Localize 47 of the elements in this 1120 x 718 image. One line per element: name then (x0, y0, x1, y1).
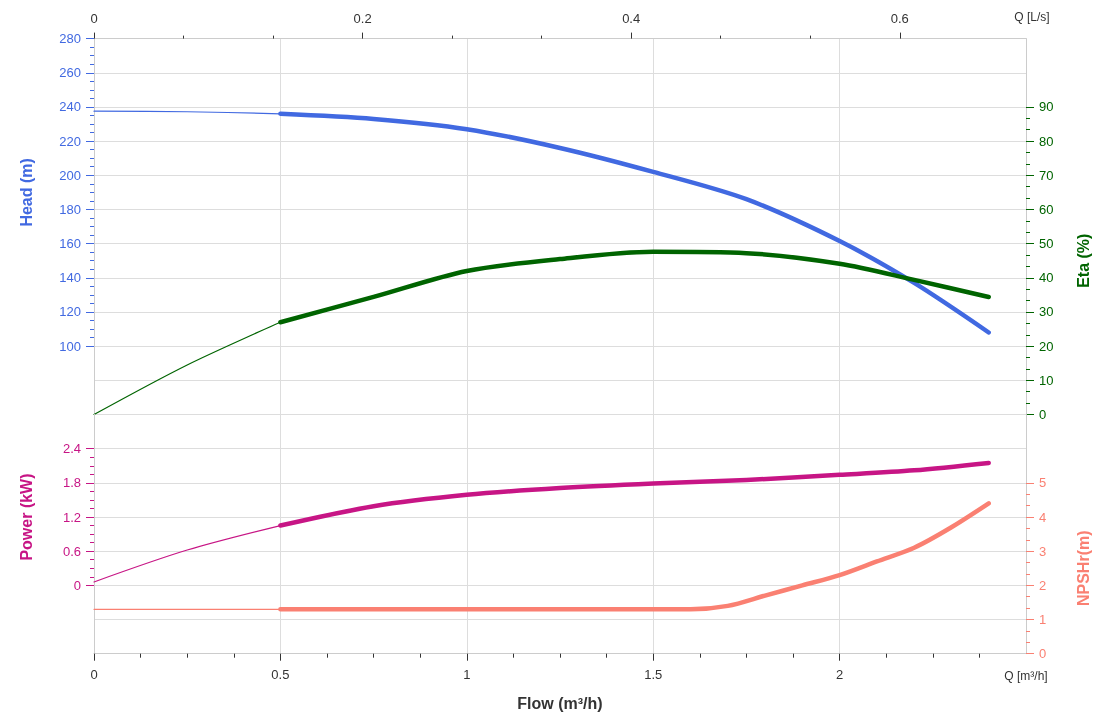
y-tick-label: 220 (59, 133, 81, 149)
x2-tick-label: 0.4 (622, 10, 641, 26)
x-tick-label: 1.5 (644, 666, 663, 682)
y2-tick-label: 70 (1039, 167, 1054, 183)
y2-tick-label: 3 (1039, 543, 1047, 559)
y2-tick-label: 20 (1039, 338, 1054, 354)
x-tick-label: 1 (463, 666, 471, 682)
y-tick-label: 120 (59, 304, 81, 320)
x2-tick-label: 0.6 (890, 10, 909, 26)
y2-axis-title: Eta (%) (1074, 233, 1092, 288)
y2-tick-label: 2 (1039, 577, 1047, 593)
x-tick-label: 2 (835, 666, 844, 682)
x2-tick-label: 0.2 (353, 10, 372, 26)
y-tick-label: 0 (73, 577, 81, 593)
x-tick-label: 0.5 (271, 666, 290, 682)
x2-axis-title: Q [L/s] (1014, 9, 1050, 24)
y2-tick-label: 1 (1039, 612, 1047, 628)
y2-tick-label: 0 (1039, 646, 1047, 662)
y-axis-title: Head (m) (17, 158, 35, 227)
x-axis-title: Flow (m³/h) (517, 695, 603, 713)
y2-tick-label: 0 (1039, 407, 1047, 422)
x2-tick-label: 0 (90, 10, 98, 26)
y2-tick-label: 4 (1039, 509, 1047, 525)
y-tick-label: 180 (59, 201, 81, 217)
y-tick-label: 1.8 (62, 475, 81, 491)
y-tick-label: 280 (59, 31, 81, 47)
y-tick-label: 200 (59, 167, 81, 183)
y-tick-label: 0.6 (62, 543, 81, 559)
y-tick-label: 1.2 (62, 509, 81, 525)
y2-tick-label: 90 (1039, 99, 1054, 115)
y2-axis-title: NPSHr(m) (1074, 530, 1092, 607)
x-tick-label: 0 (90, 666, 98, 682)
y-tick-label: 240 (59, 99, 81, 115)
y2-tick-label: 30 (1039, 304, 1054, 320)
y-tick-label: 260 (59, 65, 81, 81)
y2-tick-label: 40 (1039, 270, 1054, 286)
y-axis-title: Power (kW) (17, 473, 35, 561)
y2-tick-label: 5 (1039, 475, 1047, 491)
y-tick-label: 140 (59, 270, 81, 286)
y2-tick-label: 60 (1039, 201, 1054, 217)
y-tick-label: 2.4 (62, 441, 81, 457)
y-tick-label: 100 (59, 338, 81, 354)
text: Q [m³/h] (1004, 668, 1048, 683)
y2-tick-label: 80 (1039, 133, 1054, 149)
y2-tick-label: 10 (1039, 372, 1054, 388)
y2-tick-label: 50 (1039, 236, 1054, 252)
y-tick-label: 160 (59, 236, 81, 252)
